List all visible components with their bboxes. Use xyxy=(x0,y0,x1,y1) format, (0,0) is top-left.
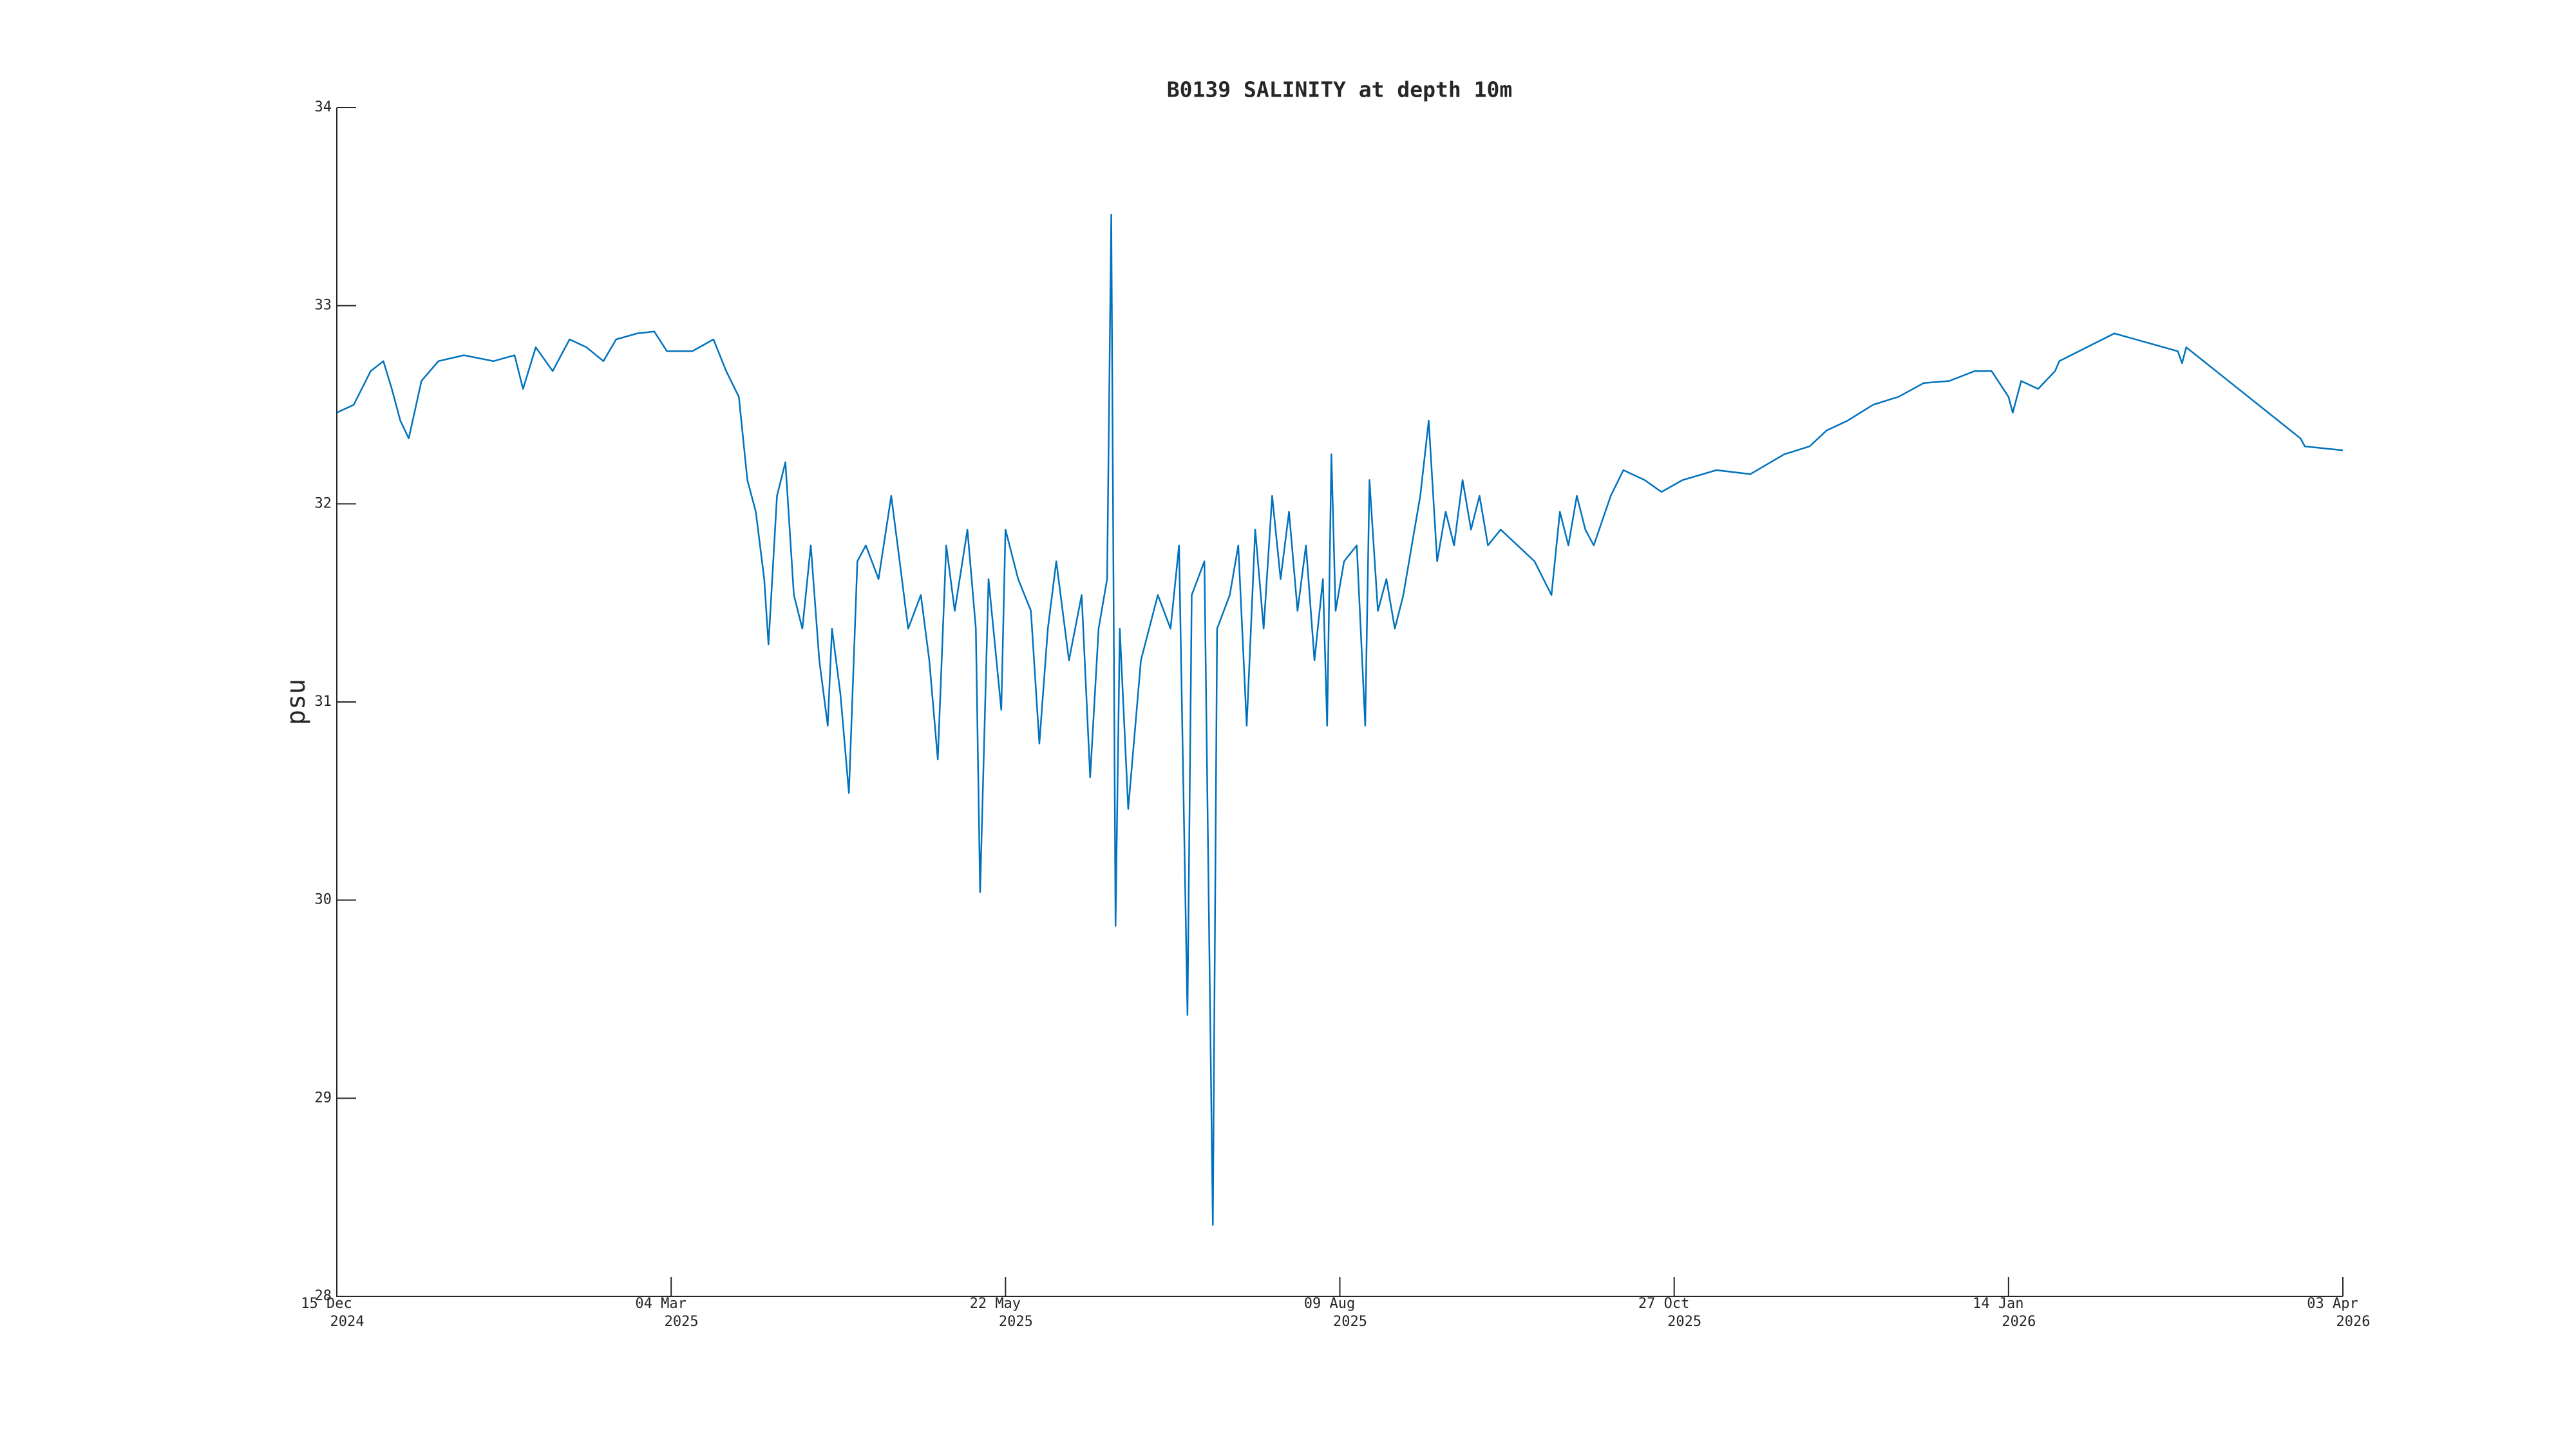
x-tick-label: 27 Oct 2025 xyxy=(1638,1296,1701,1330)
y-tick-label: 33 xyxy=(315,298,332,314)
x-tick-label: 03 Apr 2026 xyxy=(2307,1296,2370,1330)
x-tick-label: 04 Mar 2025 xyxy=(635,1296,698,1330)
chart-title: B0139 SALINITY at depth 10m xyxy=(1167,77,1512,102)
y-tick-label: 32 xyxy=(315,495,332,511)
x-tick-label: 15 Dec 2024 xyxy=(301,1296,364,1330)
y-tick-label: 31 xyxy=(315,694,332,710)
y-axis-label: psu xyxy=(281,679,311,725)
x-tick-label: 22 May 2025 xyxy=(970,1296,1033,1330)
x-tick-label: 14 Jan 2026 xyxy=(1973,1296,2036,1330)
data-line xyxy=(336,213,2344,1226)
y-tick-label: 34 xyxy=(315,99,332,115)
x-tick-label: 09 Aug 2025 xyxy=(1304,1296,1367,1330)
y-tick-label: 30 xyxy=(315,892,332,908)
y-tick-label: 29 xyxy=(315,1090,332,1106)
y-tick-label: 28 xyxy=(315,1288,332,1304)
